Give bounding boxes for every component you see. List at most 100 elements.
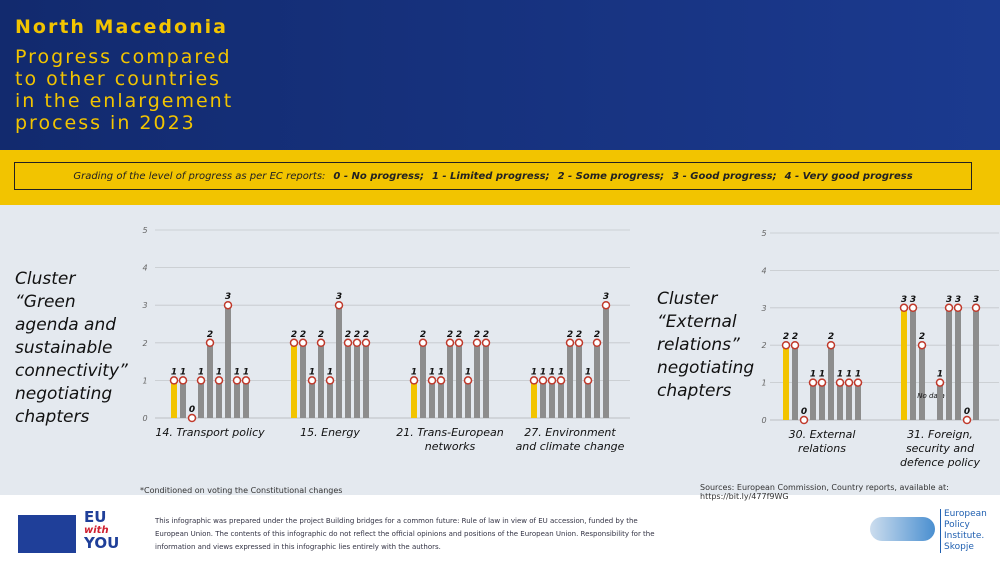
- subtitle-line: in the enlargement: [15, 90, 234, 112]
- cluster-title-line: “External: [657, 312, 737, 332]
- flag-marker: [917, 340, 927, 350]
- data-label: 2: [291, 330, 297, 340]
- y-tick-label: 2: [761, 341, 766, 350]
- flag-marker: [361, 338, 371, 348]
- flag-marker: [409, 376, 419, 385]
- flag-marker: [418, 338, 428, 348]
- y-tick-label: 3: [761, 304, 766, 313]
- disclaimer-line: information and views expressed in this …: [155, 543, 441, 551]
- y-tick-label: 4: [142, 264, 147, 273]
- flag-marker: [601, 300, 611, 310]
- logo-text: Skopje: [944, 542, 974, 552]
- flag-marker: [343, 338, 353, 348]
- bar: [846, 382, 852, 420]
- cluster-title-line: connectivity”: [15, 361, 128, 381]
- data-label: 1: [531, 367, 537, 377]
- logo-text: EU: [84, 508, 107, 526]
- flag-marker: [538, 376, 548, 385]
- grading-item: 0 - No progress;: [333, 170, 424, 182]
- data-label: 1: [243, 367, 249, 377]
- flag-marker: [817, 378, 827, 387]
- data-label: 1: [411, 367, 417, 377]
- logo-text: YOU: [84, 534, 120, 552]
- flag-marker: [445, 338, 455, 348]
- epi-logo: European Policy Institute. Skopje: [940, 509, 987, 553]
- data-label: 2: [567, 330, 573, 340]
- flag-marker: [196, 376, 206, 385]
- flag-marker: [352, 338, 362, 348]
- bar: [855, 382, 861, 420]
- grading-item: 4 - Very good progress: [784, 170, 913, 182]
- x-tick-label: 31. Foreign, security and defence policy: [899, 428, 981, 469]
- data-label: 3: [955, 295, 961, 305]
- bar: [171, 380, 177, 418]
- bar: [585, 380, 591, 418]
- bar: [558, 380, 564, 418]
- eu-flag: [18, 515, 76, 553]
- data-label: 1: [855, 370, 861, 380]
- data-label: No data: [917, 392, 945, 400]
- flag-marker: [899, 303, 909, 313]
- data-label: 2: [576, 330, 582, 340]
- data-label: 2: [483, 330, 489, 340]
- footer: EU with YOU This infographic was prepared …: [0, 495, 1000, 563]
- flag-marker: [427, 376, 437, 385]
- y-tick-label: 2: [142, 339, 147, 348]
- flag-marker: [241, 376, 251, 385]
- bar: [937, 382, 943, 420]
- bar: [465, 380, 471, 418]
- bar: [810, 382, 816, 420]
- bar: [540, 380, 546, 418]
- data-label: 3: [946, 295, 952, 305]
- bar: [234, 380, 240, 418]
- y-tick-label: 3: [142, 301, 147, 310]
- data-label: 2: [318, 330, 324, 340]
- flag-marker: [205, 338, 215, 348]
- data-label: 0: [189, 405, 195, 415]
- flag-marker: [808, 378, 818, 387]
- subtitle: Progress compared to other countries in th…: [15, 46, 233, 134]
- data-label: 2: [345, 330, 351, 340]
- flag-marker: [472, 338, 482, 348]
- flag-marker: [799, 415, 809, 425]
- flag-marker: [334, 300, 344, 310]
- grading-item: 3 - Good progress;: [672, 170, 777, 182]
- data-label: 3: [910, 295, 916, 305]
- cluster-title-line: sustainable: [15, 338, 113, 358]
- bar: [483, 342, 489, 418]
- data-label: 1: [429, 367, 435, 377]
- y-tick-label: 0: [761, 416, 766, 425]
- bar: [919, 345, 925, 420]
- bar: [336, 305, 342, 418]
- bar: [946, 307, 952, 420]
- data-label: 3: [901, 295, 907, 305]
- data-label: 2: [354, 330, 360, 340]
- flag-marker: [169, 376, 179, 385]
- x-tick-label: 27. Environment and climate change: [515, 426, 625, 453]
- title: North Macedonia: [15, 16, 228, 38]
- flag-marker: [232, 376, 242, 385]
- y-tick-label: 1: [761, 379, 766, 388]
- logo-text: with: [84, 525, 109, 536]
- bar: [309, 380, 315, 418]
- data-label: 1: [837, 370, 843, 380]
- bar: [300, 342, 306, 418]
- flag-marker: [953, 303, 963, 313]
- bar: [363, 342, 369, 418]
- grading-item: 1 - Limited progress;: [431, 170, 550, 182]
- data-label: 1: [585, 367, 591, 377]
- data-label: 1: [810, 370, 816, 380]
- x-tick-label: 15. Energy: [300, 426, 360, 439]
- data-label: 1: [549, 367, 555, 377]
- bar: [792, 345, 798, 420]
- data-label: 0: [964, 407, 970, 417]
- bar: [447, 342, 453, 418]
- bar: [198, 380, 204, 418]
- data-label: 1: [438, 367, 444, 377]
- bar: [837, 382, 843, 420]
- data-label: 1: [937, 370, 943, 380]
- bar: [531, 380, 537, 418]
- bar: [429, 380, 435, 418]
